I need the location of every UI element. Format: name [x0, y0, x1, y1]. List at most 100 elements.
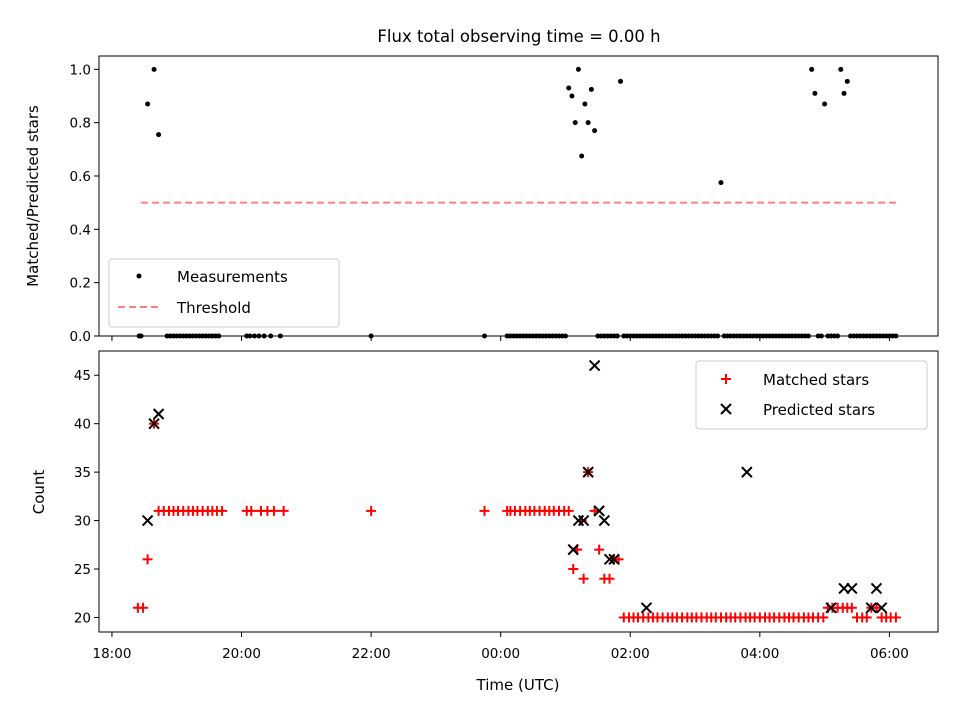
count-x-tick-label: 02:00 [611, 646, 650, 662]
ratio-x-ticks [111, 336, 890, 341]
predicted-star-point [141, 514, 154, 527]
predicted-star-point [603, 553, 616, 566]
count-x-tick-label: 22:00 [352, 646, 391, 662]
legend-predicted-label: Predicted stars [763, 401, 875, 419]
legend-measurements-marker [136, 273, 142, 279]
measurement-point [575, 66, 581, 72]
matched-star-point [846, 602, 857, 613]
chart-title: Flux total observing time = 0.00 h [377, 27, 660, 46]
predicted-star-point [865, 602, 877, 614]
matched-star-point [246, 505, 257, 516]
predicted-star-point [870, 582, 883, 595]
predicted-star-b [148, 417, 160, 430]
ratio-y-tick-label: 0.4 [70, 222, 91, 238]
predicted-star-b [846, 582, 858, 595]
count-axes-frame [98, 350, 939, 633]
predicted-star-b [875, 602, 888, 614]
ratio-panel: 0.0 0.2 0.4 0.6 0.8 1.0 Matched/Predicted sta… [24, 55, 939, 345]
legend-matched-label: Matched stars [763, 371, 869, 389]
matched-star-point [578, 573, 589, 584]
count-x-tick-label: 20:00 [222, 646, 261, 662]
count-x-tick-label: 06:00 [870, 646, 909, 662]
measurement-point [592, 128, 598, 134]
measurement-point [145, 101, 151, 107]
matched-star-point [278, 505, 289, 516]
matched-star-point [871, 602, 882, 613]
legend-predicted-marker [720, 403, 732, 415]
predicted-star-b [588, 359, 601, 372]
predicted-star-b [825, 602, 837, 614]
predicted-star-point [608, 553, 620, 566]
count-y-axis-label: Count [30, 470, 48, 515]
predicted-star-point [640, 602, 653, 614]
measurement-point [809, 66, 815, 72]
measurement-point [156, 132, 162, 138]
ratio-axes-frame [98, 55, 939, 337]
predicted-star-b [741, 466, 753, 478]
measurement-point [618, 78, 624, 84]
legend-threshold-label: Threshold [176, 299, 251, 317]
ratio-y-tick-label: 0.6 [70, 169, 91, 185]
predicted-star-point [598, 514, 611, 527]
predicted-star-point [567, 543, 579, 556]
count-legend: Matched stars Predicted stars [695, 360, 928, 430]
ratio-y-tick-label: 0.0 [70, 329, 91, 345]
count-y-tick-label: 20 [74, 610, 91, 626]
measurement-point [588, 86, 594, 92]
measurement-point [585, 120, 591, 126]
measurement-point [841, 90, 847, 96]
matched-star-point [604, 573, 615, 584]
measurement-point [822, 101, 828, 107]
measurement-point [718, 180, 724, 186]
predicted-star-point [593, 505, 605, 517]
predicted-star-point [825, 602, 837, 614]
predicted-star-point [148, 417, 160, 430]
predicted-star-b [593, 505, 605, 517]
count-panel: 20 25 30 35 40 45 18:00 20:00 22:00 00:00 02:00 04… [30, 350, 939, 694]
count-plot-area [132, 359, 901, 623]
count-x-tick-label: 18:00 [93, 646, 132, 662]
measurement-point [838, 66, 844, 72]
count-y-tick-label: 30 [74, 514, 91, 530]
predicted-star-b [577, 514, 590, 527]
count-y-ticks: 20 25 30 35 40 45 [74, 368, 99, 626]
predicted-star-b [640, 602, 653, 614]
predicted-star-point [572, 514, 585, 527]
matched-star-point [818, 612, 829, 623]
x-axis-label: Time (UTC) [476, 676, 560, 694]
predicted-star-b [567, 543, 579, 556]
predicted-star-b [603, 553, 616, 566]
matched-star-point [861, 612, 872, 623]
ratio-y-tick-label: 0.8 [70, 116, 91, 132]
measurement-point [566, 85, 572, 91]
predicted-star-b [598, 514, 611, 527]
legend-measurements-label: Measurements [177, 268, 288, 286]
count-y-tick-label: 45 [74, 368, 91, 384]
measurement-point [572, 120, 578, 126]
matched-star-point [217, 505, 228, 516]
matched-star-point [268, 505, 279, 516]
matched-star-point [142, 554, 153, 565]
ratio-legend: Measurements Threshold [108, 258, 340, 328]
matched-star-point [138, 602, 149, 613]
count-x-ticks: 18:00 20:00 22:00 00:00 02:00 04:00 06:00 [93, 632, 909, 662]
predicted-star-point [152, 408, 165, 420]
matched-star-point [479, 505, 490, 516]
count-y-tick-label: 25 [74, 562, 91, 578]
matched-star-point [563, 505, 574, 516]
predicted-star-point [577, 514, 590, 527]
measurement-point [582, 101, 588, 107]
count-x-tick-label: 00:00 [481, 646, 520, 662]
predicted-star-point [582, 466, 594, 478]
matched-star-point [568, 564, 579, 575]
matched-star-point [890, 612, 901, 623]
ratio-y-axis-label: Matched/Predicted stars [24, 105, 42, 287]
ratio-legend-frame [108, 258, 340, 328]
count-x-tick-label: 04:00 [740, 646, 779, 662]
predicted-star-point [875, 602, 888, 614]
predicted-star-b [572, 514, 585, 527]
measurement-point [569, 93, 575, 99]
predicted-star-b [141, 514, 154, 527]
